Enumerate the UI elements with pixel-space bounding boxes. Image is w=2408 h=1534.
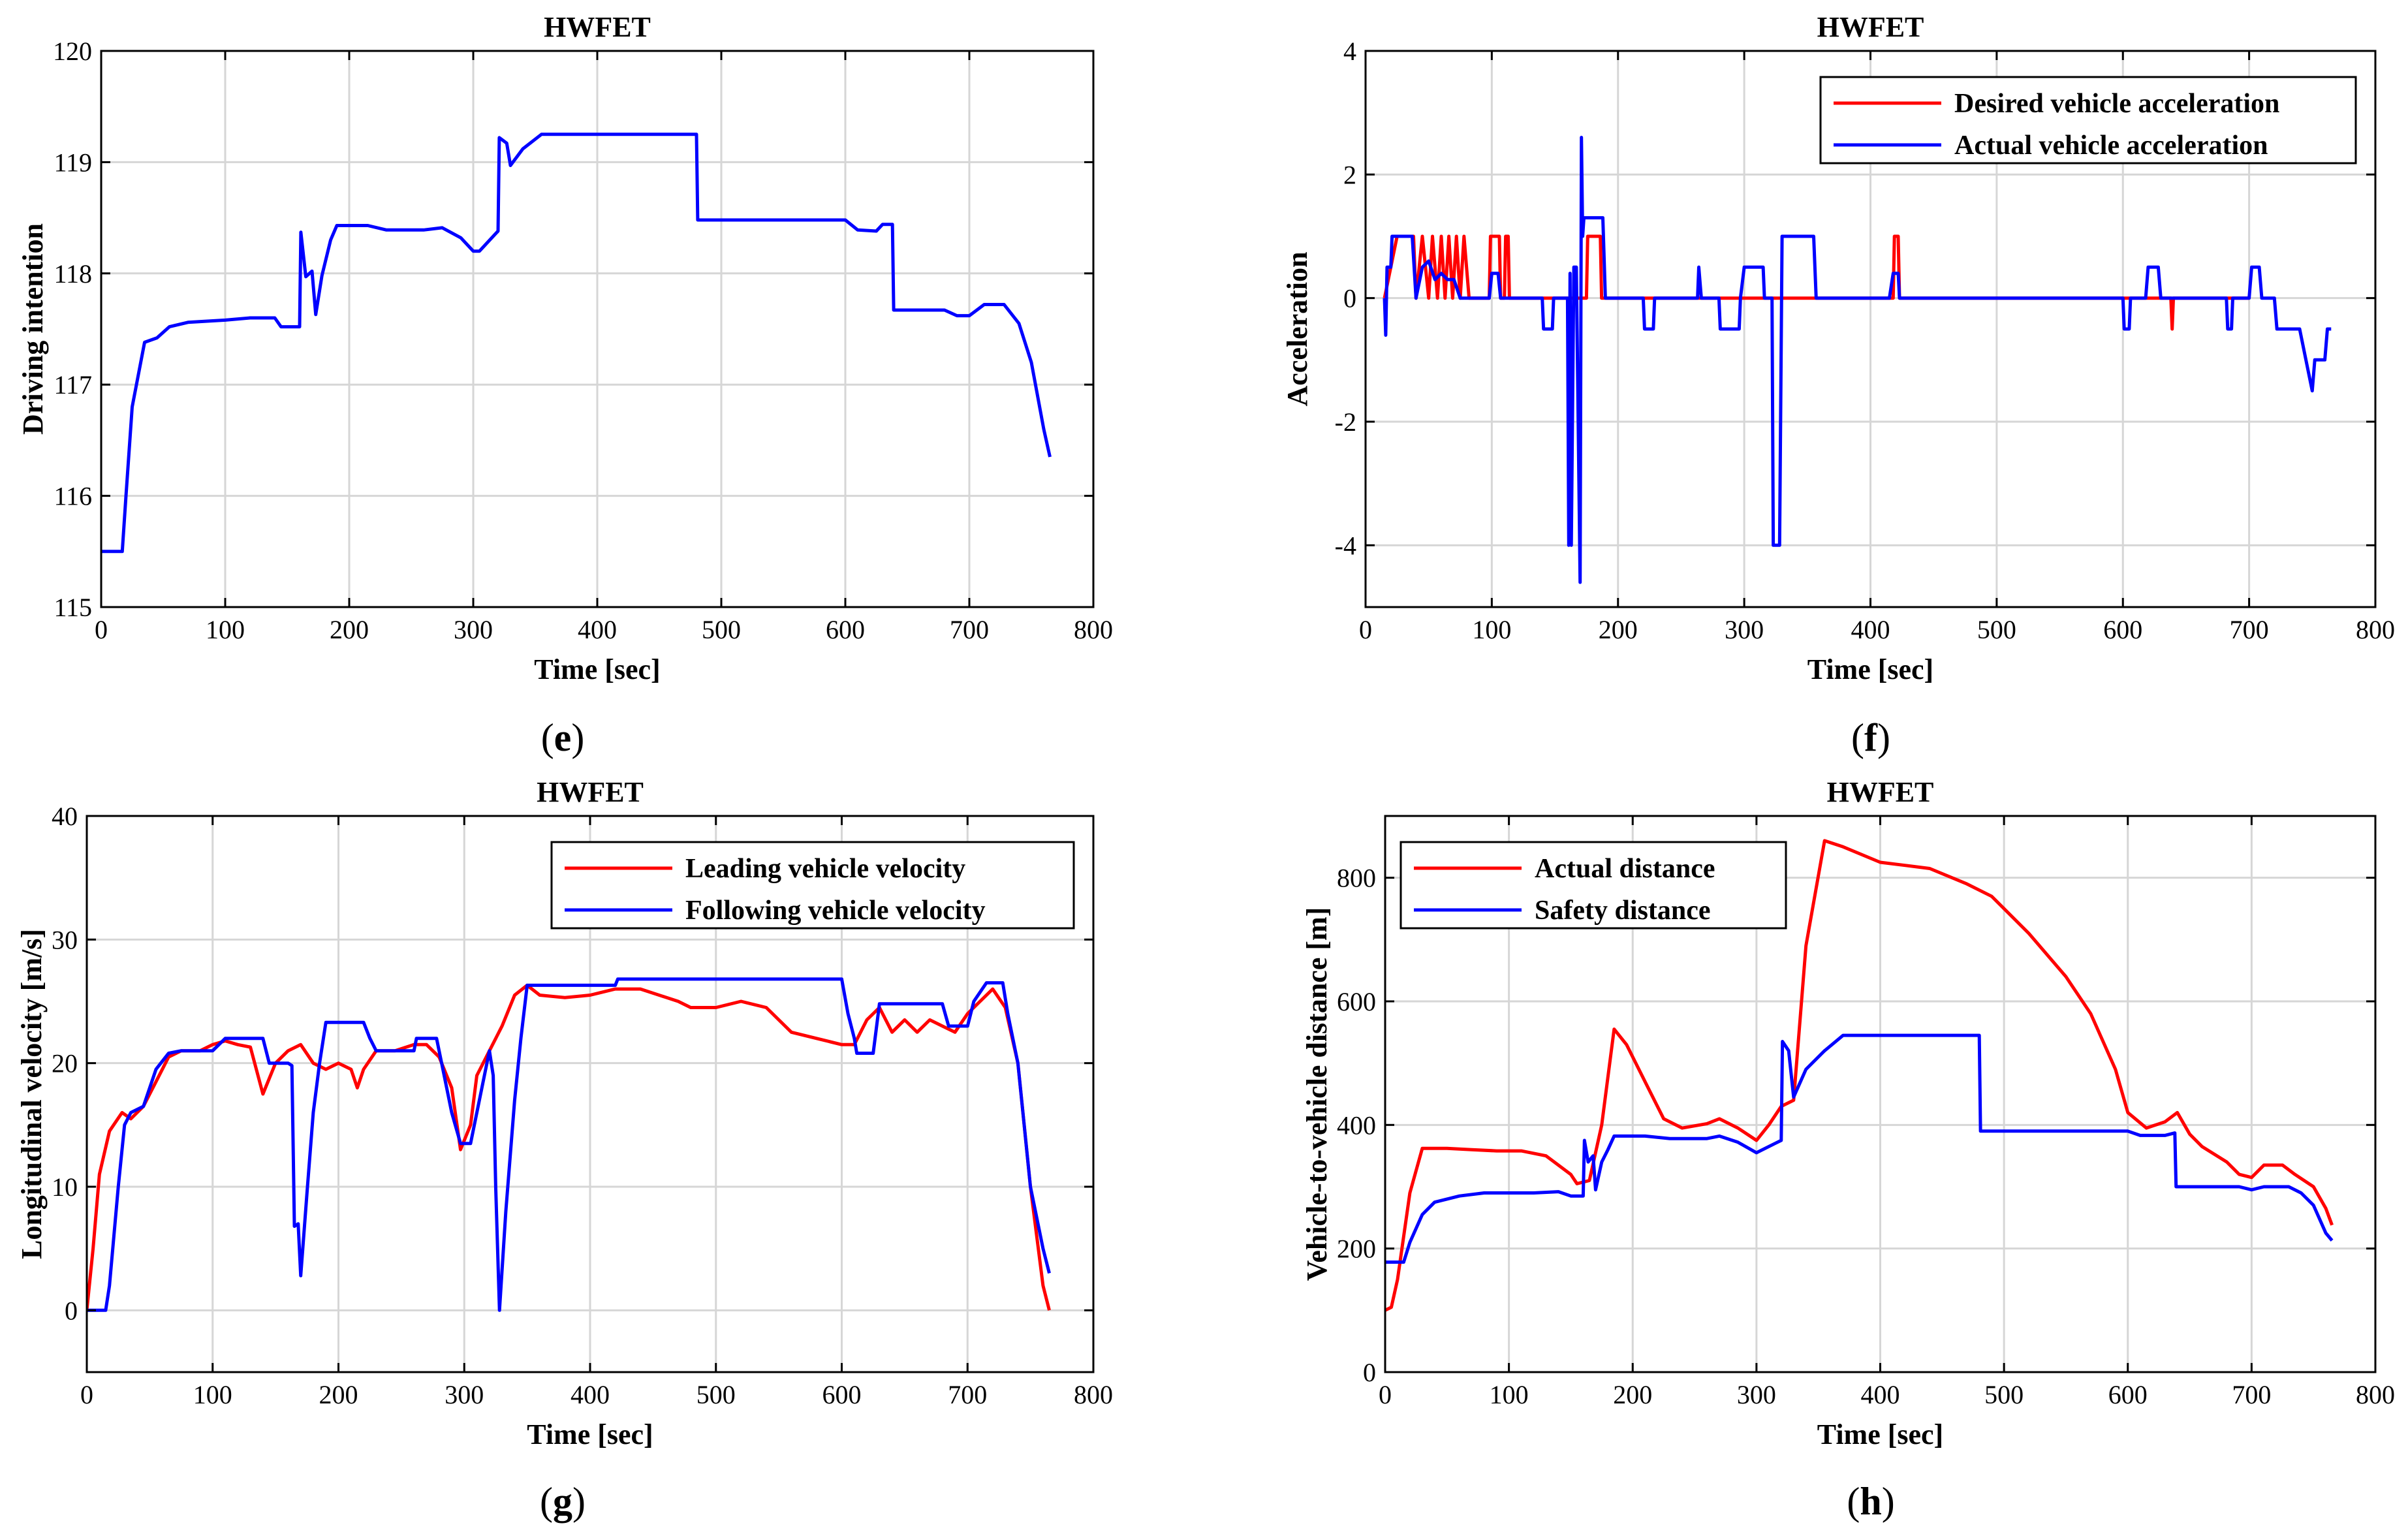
x-tick-label: 0 bbox=[1379, 1380, 1392, 1409]
x-tick-label: 400 bbox=[1861, 1380, 1900, 1409]
chart-title: HWFET bbox=[1827, 776, 1934, 808]
x-tick-label: 600 bbox=[826, 615, 865, 644]
legend-box bbox=[1399, 841, 1787, 930]
legend-label-leading-vehicle-velocity: Leading vehicle velocity bbox=[685, 854, 965, 884]
y-tick-label: 118 bbox=[54, 259, 92, 289]
legend: Desired vehicle acceleration Actual vehic… bbox=[1819, 76, 2357, 164]
y-tick-label: 20 bbox=[52, 1049, 78, 1078]
y-tick-label: 116 bbox=[54, 482, 92, 511]
x-tick-label: 500 bbox=[702, 615, 741, 644]
y-tick-label: 600 bbox=[1337, 987, 1376, 1016]
legend-label-safety-distance: Safety distance bbox=[1535, 896, 1710, 926]
panel-label: (f) bbox=[1851, 716, 1890, 759]
series-line-actual-vehicle-acceleration bbox=[1383, 136, 2332, 584]
y-tick-label: 0 bbox=[1363, 1358, 1376, 1387]
legend-label-actual-vehicle-acceleration: Actual vehicle acceleration bbox=[1954, 131, 2268, 161]
x-tick-label: 800 bbox=[2356, 615, 2395, 644]
y-tick-label: 200 bbox=[1337, 1234, 1376, 1264]
x-tick-label: 100 bbox=[206, 615, 245, 644]
legend: Leading vehicle velocity Following vehicl… bbox=[550, 841, 1075, 930]
x-tick-label: 100 bbox=[1490, 1380, 1529, 1409]
x-axis-label: Time [sec] bbox=[534, 653, 660, 685]
y-tick-label: 120 bbox=[53, 37, 92, 66]
y-tick-label: 0 bbox=[65, 1296, 78, 1325]
y-axis-label: Longitudinal velocity [m/s] bbox=[16, 929, 48, 1259]
panel-label: (e) bbox=[541, 716, 585, 759]
x-tick-label: 200 bbox=[1599, 615, 1638, 644]
x-axis-label: Time [sec] bbox=[1807, 653, 1933, 685]
x-tick-label: 600 bbox=[2103, 615, 2142, 644]
x-tick-label: 600 bbox=[2108, 1380, 2148, 1409]
y-tick-label: 800 bbox=[1337, 864, 1376, 893]
y-tick-label: 400 bbox=[1337, 1110, 1376, 1140]
y-tick-label: 119 bbox=[54, 148, 92, 177]
x-tick-label: 700 bbox=[2232, 1380, 2271, 1409]
x-tick-label: 400 bbox=[1851, 615, 1890, 644]
x-axis-label: Time [sec] bbox=[527, 1418, 653, 1450]
x-tick-label: 500 bbox=[696, 1380, 736, 1409]
x-tick-label: 300 bbox=[454, 615, 493, 644]
x-tick-label: 200 bbox=[319, 1380, 358, 1409]
x-tick-label: 500 bbox=[1984, 1380, 2024, 1409]
x-tick-label: 700 bbox=[950, 615, 989, 644]
chart-title: HWFET bbox=[544, 11, 651, 43]
legend-box bbox=[550, 841, 1075, 930]
legend-label-actual-distance: Actual distance bbox=[1535, 854, 1715, 884]
y-tick-label: -2 bbox=[1335, 407, 1356, 437]
y-tick-label: 117 bbox=[54, 370, 92, 399]
series-line-actual-distance bbox=[1385, 839, 2334, 1312]
chart-h: 0 100 200 300 400 500 600 700 800 0 200 400 600 800 HW… bbox=[1301, 776, 2395, 1523]
x-tick-label: 0 bbox=[80, 1380, 93, 1409]
series-line-following-vehicle-velocity bbox=[87, 977, 1051, 1312]
legend-label-desired-vehicle-acceleration: Desired vehicle acceleration bbox=[1954, 89, 2279, 119]
x-axis-label: Time [sec] bbox=[1817, 1418, 1943, 1450]
x-tick-label: 200 bbox=[1613, 1380, 1652, 1409]
chart-e: 0 100 200 300 400 500 600 700 800 115 116 117 118 119… bbox=[17, 11, 1113, 759]
x-tick-label: 700 bbox=[948, 1380, 987, 1409]
y-axis-label: Acceleration bbox=[1281, 252, 1313, 407]
legend-label-following-vehicle-velocity: Following vehicle velocity bbox=[685, 896, 986, 926]
y-tick-label: 40 bbox=[52, 802, 78, 831]
x-tick-label: 600 bbox=[822, 1380, 862, 1409]
legend-box bbox=[1819, 76, 2357, 164]
x-tick-label: 400 bbox=[571, 1380, 610, 1409]
y-tick-label: 0 bbox=[1343, 284, 1356, 313]
series-line-driving-intention bbox=[101, 133, 1052, 554]
x-tick-label: 800 bbox=[1074, 1380, 1113, 1409]
x-tick-label: 300 bbox=[1725, 615, 1764, 644]
panel-label: (g) bbox=[540, 1480, 586, 1523]
chart-f: 0 100 200 300 400 500 600 700 800 -4 -2 0 2 4 HWFET Tim… bbox=[1281, 11, 2395, 759]
y-tick-label: 2 bbox=[1343, 160, 1356, 189]
y-tick-label: 10 bbox=[52, 1172, 78, 1202]
series-line-safety-distance bbox=[1385, 1033, 2334, 1264]
y-tick-label: 4 bbox=[1343, 37, 1356, 66]
x-tick-label: 200 bbox=[330, 615, 369, 644]
x-tick-label: 400 bbox=[578, 615, 617, 644]
y-tick-label: 115 bbox=[54, 593, 92, 622]
legend: Actual distance Safety distance bbox=[1399, 841, 1787, 930]
x-tick-label: 800 bbox=[1074, 615, 1113, 644]
series-line-desired-vehicle-acceleration bbox=[1383, 234, 2249, 331]
chart-g: 0 100 200 300 400 500 600 700 800 0 10 20 30 40 HWFET T… bbox=[16, 776, 1113, 1523]
x-tick-label: 100 bbox=[193, 1380, 232, 1409]
y-axis-label: Vehicle-to-vehicle distance [m] bbox=[1301, 907, 1333, 1281]
x-tick-label: 300 bbox=[445, 1380, 484, 1409]
chart-title: HWFET bbox=[1817, 11, 1924, 43]
y-axis-label: Driving intention bbox=[17, 223, 49, 435]
x-tick-label: 300 bbox=[1737, 1380, 1776, 1409]
x-tick-label: 100 bbox=[1472, 615, 1511, 644]
y-tick-label: 30 bbox=[52, 925, 78, 954]
panel-label: (h) bbox=[1847, 1480, 1894, 1523]
chart-title: HWFET bbox=[537, 776, 644, 808]
x-tick-label: 800 bbox=[2356, 1380, 2395, 1409]
x-tick-label: 0 bbox=[95, 615, 108, 644]
x-tick-label: 500 bbox=[1977, 615, 2016, 644]
x-tick-label: 0 bbox=[1359, 615, 1372, 644]
x-tick-label: 700 bbox=[2230, 615, 2269, 644]
y-tick-label: -4 bbox=[1335, 531, 1356, 560]
